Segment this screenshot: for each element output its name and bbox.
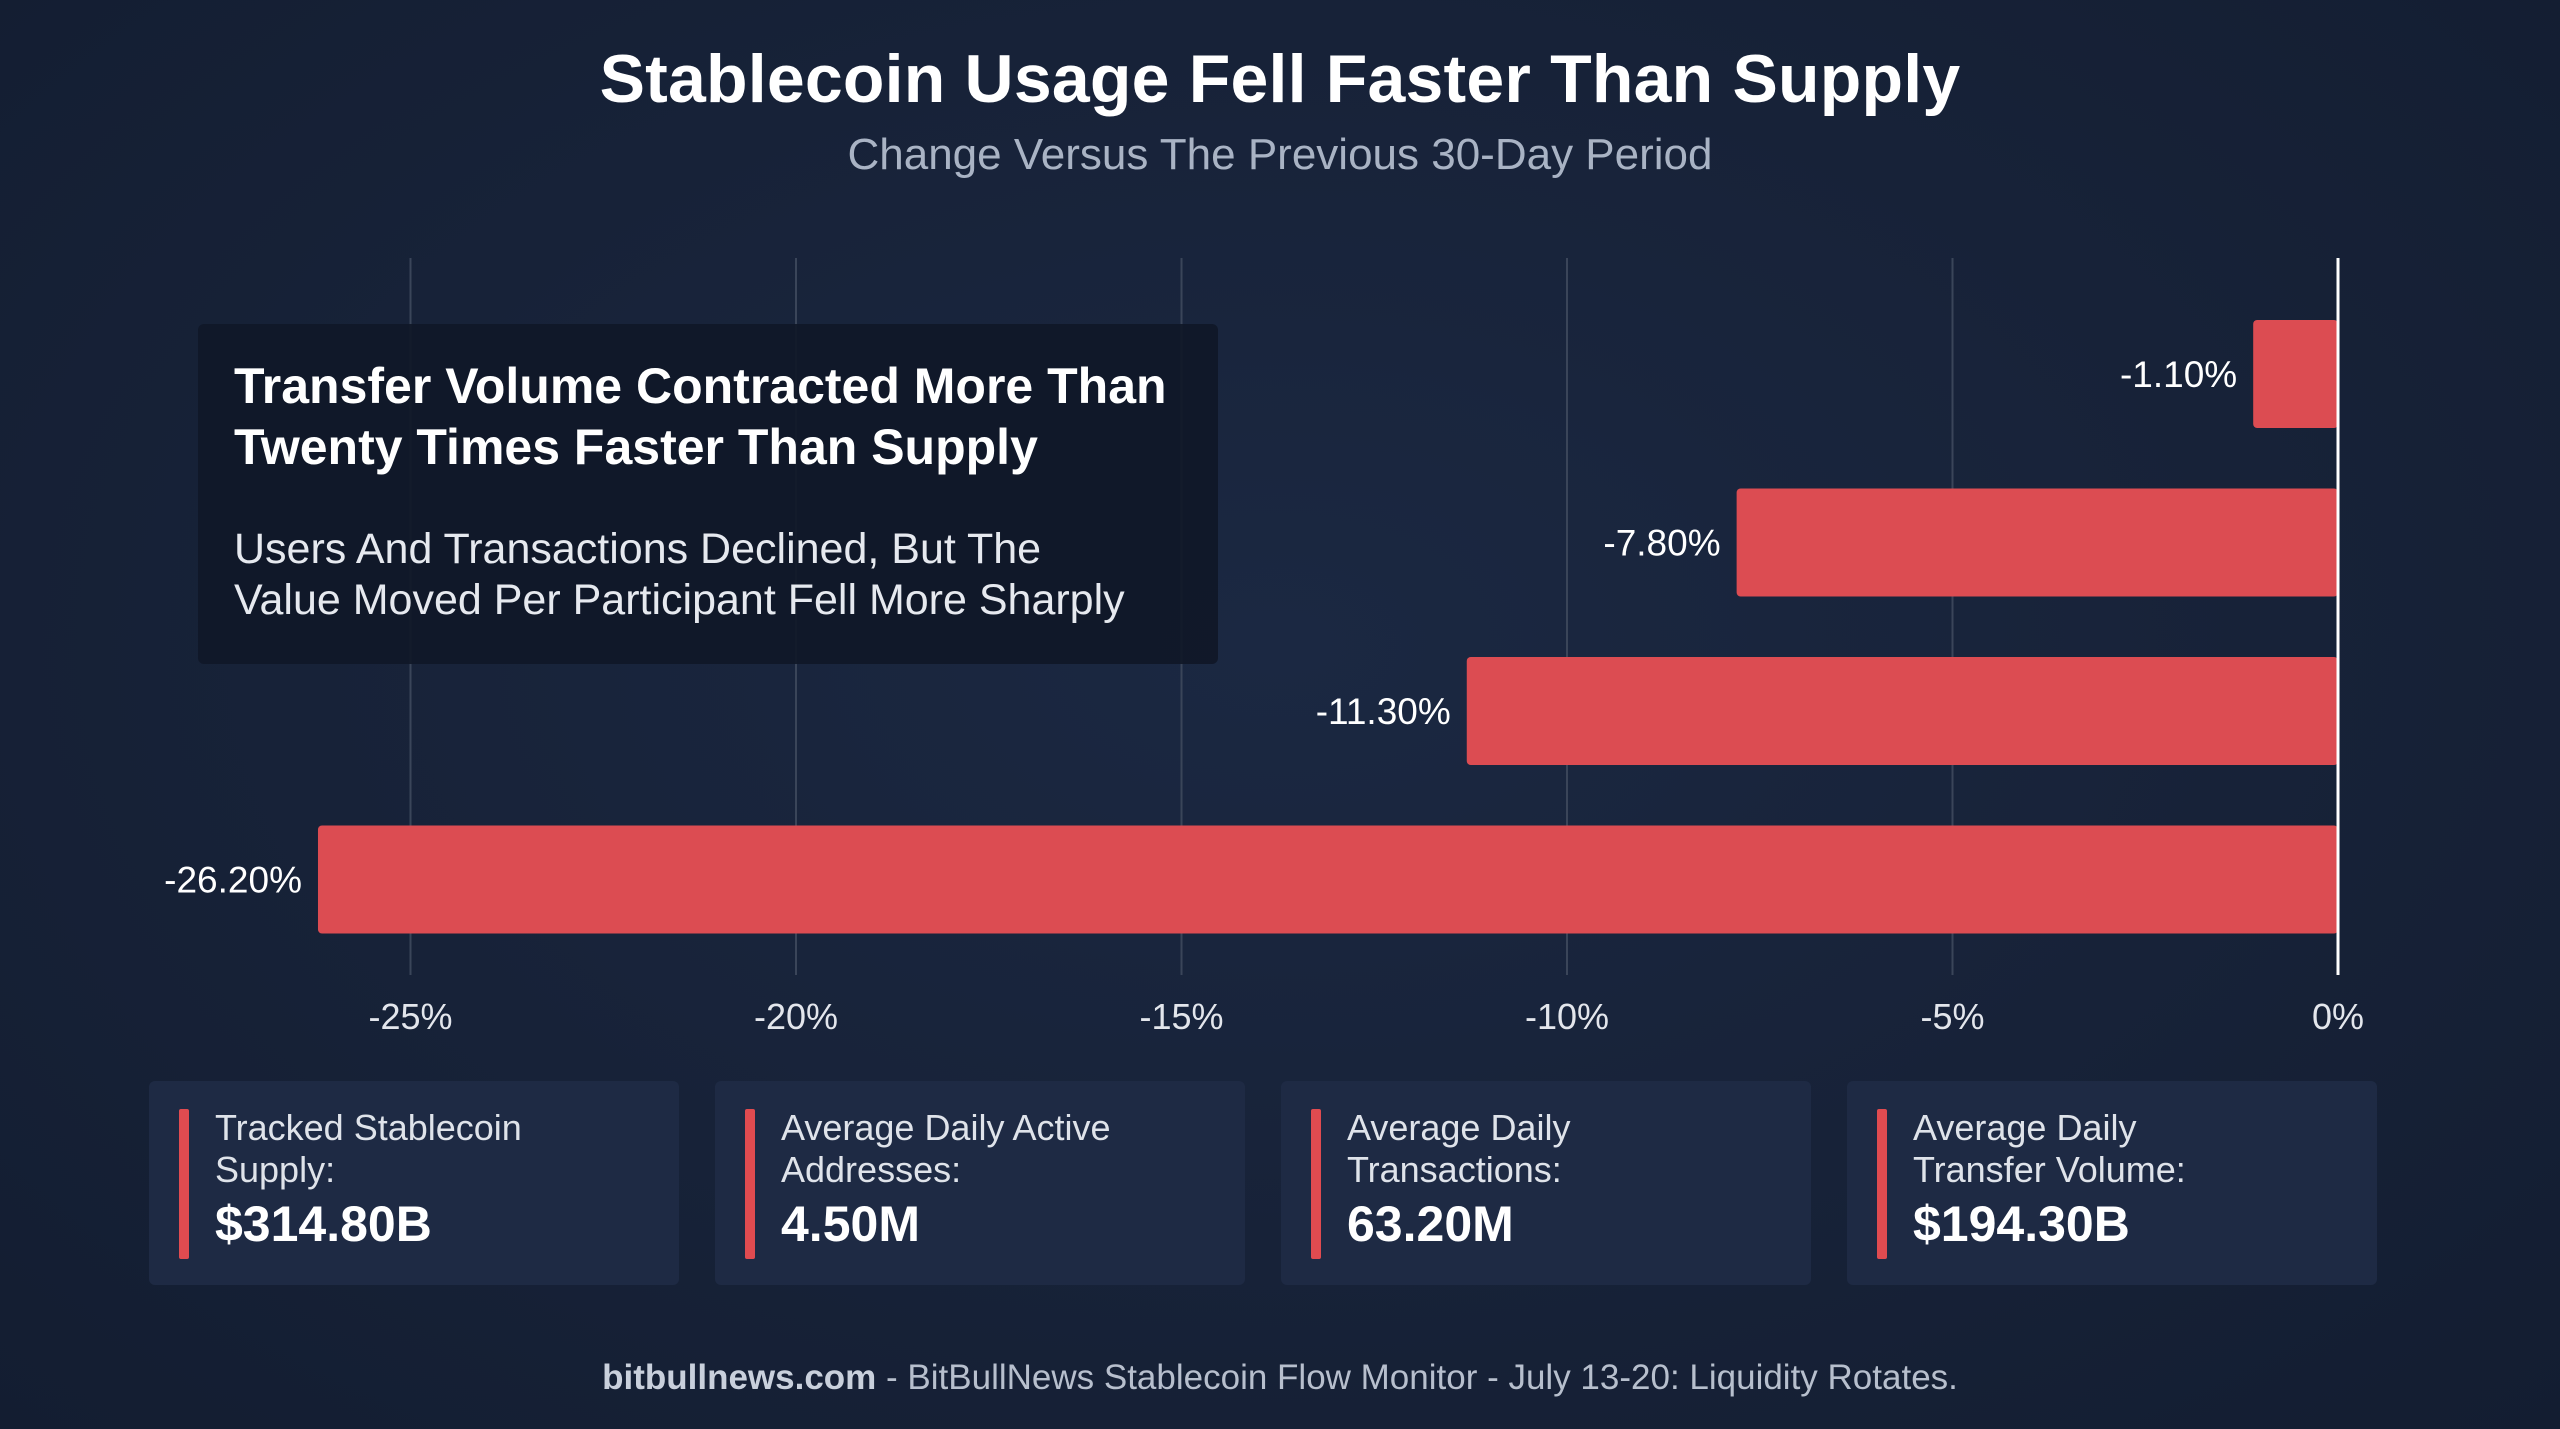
footer-text: - BitBullNews Stablecoin Flow Monitor - … xyxy=(876,1358,1958,1397)
callout-title: Transfer Volume Contracted More Than Twe… xyxy=(234,356,1182,478)
stat-card-transfer-volume: Average Daily Transfer Volume: $194.30B xyxy=(1847,1081,2377,1285)
x-tick-label: -20% xyxy=(754,996,838,1037)
stat-card-active-addresses: Average Daily Active Addresses: 4.50M xyxy=(715,1081,1245,1285)
stat-label-line: Supply: xyxy=(215,1149,336,1190)
bar-value-label: -7.80% xyxy=(1603,523,1720,564)
callout-title-line: Twenty Times Faster Than Supply xyxy=(234,419,1038,475)
stat-card-supply: Tracked Stablecoin Supply: $314.80B xyxy=(149,1081,679,1285)
stat-accent-bar xyxy=(179,1109,189,1259)
bar xyxy=(1736,488,2338,597)
stat-value: 63.20M xyxy=(1347,1196,1514,1252)
footer-credit: bitbullnews.com - BitBullNews Stablecoin… xyxy=(0,1358,2560,1398)
x-tick-label: 0% xyxy=(2312,996,2364,1037)
stat-label-line: Transfer Volume: xyxy=(1913,1149,2186,1190)
footer-brand: bitbullnews.com xyxy=(602,1358,877,1397)
stat-label-line: Addresses: xyxy=(781,1149,962,1190)
x-tick-label: -25% xyxy=(368,996,452,1037)
chart-subtitle: Change Versus The Previous 30-Day Period xyxy=(847,130,1713,179)
x-tick-label: -10% xyxy=(1525,996,1609,1037)
bar-value-label: -1.10% xyxy=(2120,354,2237,395)
stat-accent-bar xyxy=(1877,1109,1887,1259)
bar-value-label: -26.20% xyxy=(164,860,302,901)
stat-label-line: Average Daily xyxy=(1347,1107,1571,1148)
stat-label: Tracked Stablecoin Supply: xyxy=(215,1107,655,1191)
callout-body: Users And Transactions Declined, But The… xyxy=(234,524,1182,626)
stat-accent-bar xyxy=(745,1109,755,1259)
stat-value: $314.80B xyxy=(215,1196,432,1252)
stat-label-line: Transactions: xyxy=(1347,1149,1562,1190)
stat-label-line: Average Daily Active xyxy=(781,1107,1111,1148)
x-tick-label: -5% xyxy=(1920,996,1984,1037)
callout-body-line: Users And Transactions Declined, But The xyxy=(234,525,1042,573)
stat-label: Average Daily Transfer Volume: xyxy=(1913,1107,2353,1191)
stat-label: Average Daily Active Addresses: xyxy=(781,1107,1221,1191)
stat-accent-bar xyxy=(1311,1109,1321,1259)
stat-card-transactions: Average Daily Transactions: 63.20M xyxy=(1281,1081,1811,1285)
stat-label-line: Tracked Stablecoin xyxy=(215,1107,522,1148)
bars xyxy=(317,320,2339,934)
stat-value: 4.50M xyxy=(781,1196,920,1252)
stat-label: Average Daily Transactions: xyxy=(1347,1107,1787,1191)
stat-label-line: Average Daily xyxy=(1913,1107,2137,1148)
annotation-callout: Transfer Volume Contracted More Than Twe… xyxy=(198,324,1218,664)
x-axis-ticks: -25% -20% -15% -10% -5% 0% xyxy=(368,996,2364,1037)
stat-cards: Tracked Stablecoin Supply: $314.80B Aver… xyxy=(149,1081,2379,1285)
bar xyxy=(2253,320,2338,428)
bar xyxy=(317,825,2339,934)
bar-value-label: -11.30% xyxy=(1316,691,1451,732)
chart-title: Stablecoin Usage Fell Faster Than Supply xyxy=(599,41,1961,117)
callout-body-line: Value Moved Per Participant Fell More Sh… xyxy=(234,576,1125,624)
bar xyxy=(1466,657,2338,765)
stat-value: $194.30B xyxy=(1913,1196,2130,1252)
x-tick-label: -15% xyxy=(1139,996,1223,1037)
value-labels: -1.10% -7.80% -11.30% -26.20% xyxy=(164,354,2237,901)
callout-title-line: Transfer Volume Contracted More Than xyxy=(234,358,1167,414)
